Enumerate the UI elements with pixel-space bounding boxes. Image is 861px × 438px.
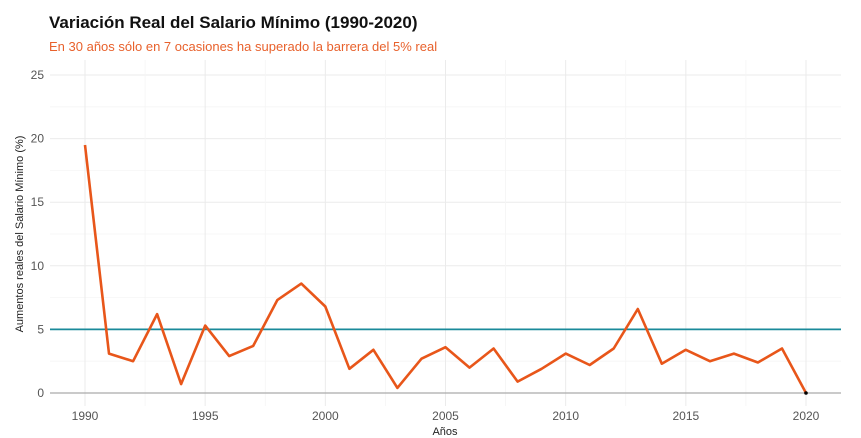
data-point bbox=[804, 391, 808, 395]
series-line bbox=[83, 144, 808, 394]
y-tick-label: 10 bbox=[31, 259, 45, 273]
y-tick-label: 20 bbox=[31, 132, 45, 146]
chart-title: Variación Real del Salario Mínimo (1990-… bbox=[49, 13, 418, 32]
x-tick-label: 1990 bbox=[72, 409, 99, 423]
y-tick-label: 25 bbox=[31, 68, 45, 82]
x-tick-label: 2015 bbox=[672, 409, 699, 423]
x-axis-label: Años bbox=[432, 426, 458, 438]
y-tick-label: 15 bbox=[31, 195, 45, 209]
y-tick-label: 5 bbox=[37, 322, 44, 336]
x-tick-label: 2005 bbox=[432, 409, 459, 423]
x-tick-label: 2020 bbox=[793, 409, 820, 423]
chart-subtitle: En 30 años sólo en 7 ocasiones ha supera… bbox=[49, 39, 438, 54]
y-tick-label: 0 bbox=[37, 386, 44, 400]
x-tick-label: 2010 bbox=[552, 409, 579, 423]
x-tick-label: 2000 bbox=[312, 409, 339, 423]
y-axis-label: Aumentos reales del Salario Mínimo (%) bbox=[14, 136, 26, 333]
x-tick-label: 1995 bbox=[192, 409, 219, 423]
